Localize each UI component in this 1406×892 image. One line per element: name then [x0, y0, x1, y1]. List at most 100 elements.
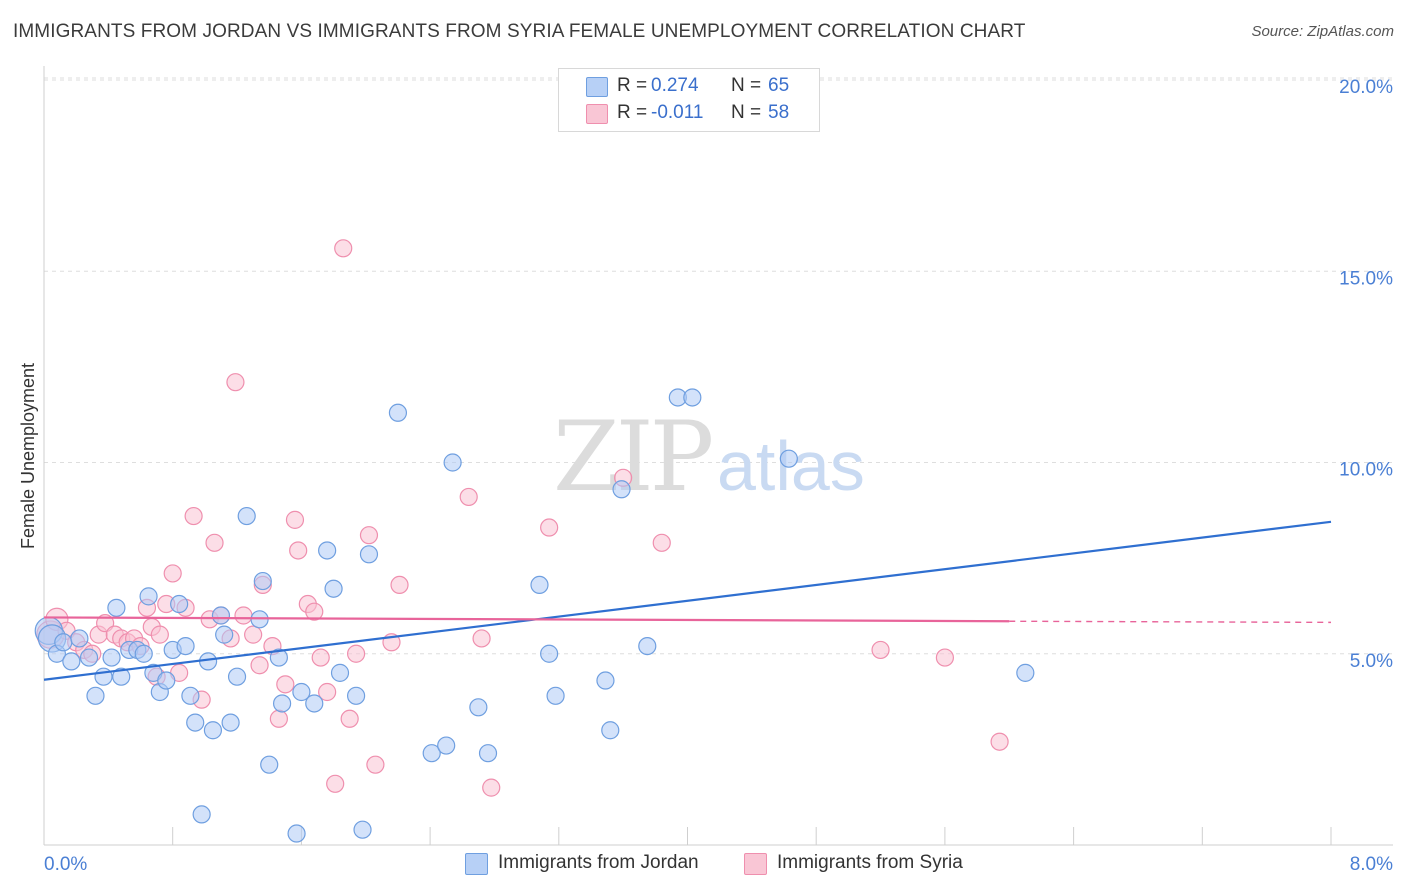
point-jordan [211, 606, 231, 625]
point-jordan [638, 636, 657, 656]
point-jordan [596, 671, 615, 690]
trendline-syria-extrapolated [1009, 620, 1332, 624]
point-jordan [359, 545, 379, 564]
point-syria [184, 506, 203, 526]
legend-r-value: 0.274 [651, 75, 699, 96]
point-syria [311, 648, 330, 667]
grid-layer [44, 77, 1393, 655]
legend-r-label: R = [617, 75, 648, 96]
point-jordan [102, 648, 121, 667]
point-jordan [70, 629, 89, 648]
point-jordan [346, 686, 366, 705]
point-syria [340, 709, 359, 728]
point-jordan [186, 713, 205, 732]
point-jordan [227, 667, 247, 686]
point-jordan [437, 736, 456, 755]
point-jordan [318, 541, 337, 560]
point-syria [269, 709, 288, 728]
trend-layer [43, 520, 1332, 681]
point-jordan [62, 652, 81, 671]
bottom-legend-label-jordan: Immigrants from Jordan [498, 852, 699, 873]
point-jordan [134, 644, 153, 663]
point-jordan [601, 721, 620, 740]
point-jordan [540, 644, 559, 663]
legend-swatch-syria [586, 104, 608, 124]
point-jordan [269, 648, 288, 667]
point-syria [326, 774, 345, 793]
bottom-legend-swatch-syria [744, 853, 767, 875]
x-tick-label: 0.0% [44, 854, 87, 875]
point-syria [334, 239, 353, 258]
point-jordan [612, 480, 631, 499]
trendline-jordan [43, 520, 1332, 681]
point-jordan [683, 388, 702, 407]
point-syria [390, 575, 409, 595]
point-syria [250, 656, 269, 675]
point-jordan [422, 744, 441, 763]
point-syria [305, 602, 324, 621]
point-syria [318, 682, 337, 702]
point-syria [244, 625, 263, 644]
point-syria [276, 675, 295, 694]
point-jordan [86, 686, 105, 705]
point-jordan [388, 403, 408, 422]
correlation-legend: R = 0.274 N = 65 R = -0.011 N = 58 [558, 68, 820, 132]
point-syria [871, 640, 890, 660]
y-tick-label: 5.0% [1350, 651, 1393, 672]
point-jordan [237, 506, 256, 526]
legend-r-value: -0.011 [651, 102, 704, 123]
point-syria [285, 510, 305, 529]
point-syria [540, 518, 559, 537]
axis-layer: 5.0% 10.0% 15.0% 20.0% 0.0% 8.0% [43, 66, 1393, 875]
y-tick-label: 10.0% [1339, 460, 1393, 481]
point-jordan [176, 636, 195, 656]
point-syria [289, 541, 308, 560]
point-jordan [443, 453, 462, 472]
point-jordan [1016, 663, 1035, 682]
point-jordan [292, 682, 311, 702]
point-jordan [324, 579, 343, 598]
point-jordan [221, 713, 240, 732]
point-syria [359, 526, 379, 545]
point-jordan [157, 671, 176, 690]
point-jordan [181, 686, 200, 705]
point-syria [652, 533, 671, 552]
legend-n-label: N = [731, 102, 762, 123]
point-jordan [139, 587, 158, 606]
point-jordan [478, 744, 498, 763]
point-syria [234, 606, 253, 625]
point-jordan [353, 820, 372, 839]
chart-title: IMMIGRANTS FROM JORDAN VS IMMIGRANTS FRO… [13, 21, 1026, 42]
point-jordan [170, 594, 189, 614]
point-jordan [546, 686, 565, 705]
point-syria [163, 564, 182, 583]
point-syria [366, 755, 385, 774]
point-syria [205, 533, 224, 552]
point-jordan [215, 625, 234, 644]
point-jordan [272, 694, 292, 713]
point-syria [935, 648, 955, 667]
trendline-syria [43, 616, 1010, 623]
point-jordan [54, 633, 73, 652]
y-tick-label: 15.0% [1339, 268, 1393, 289]
watermark: ZIP atlas [553, 401, 865, 513]
point-syria [459, 487, 478, 507]
point-syria [226, 373, 245, 392]
point-jordan [253, 571, 272, 591]
legend-n-value: 65 [768, 75, 790, 96]
legend-n-value: 58 [768, 102, 790, 123]
point-jordan [107, 598, 126, 617]
legend-n-label: N = [731, 75, 762, 96]
legend-swatch-jordan [586, 77, 608, 97]
point-syria [346, 644, 366, 663]
point-jordan [305, 694, 324, 713]
point-jordan [112, 667, 131, 686]
point-syria [472, 629, 491, 648]
y-axis-title: Female Unemployment [18, 363, 38, 549]
y-tick-label: 20.0% [1339, 77, 1393, 98]
legend-r-label: R = [617, 102, 648, 123]
point-syria [150, 625, 169, 644]
point-jordan [260, 755, 279, 774]
chart-source: Source: ZipAtlas.com [1251, 23, 1394, 40]
